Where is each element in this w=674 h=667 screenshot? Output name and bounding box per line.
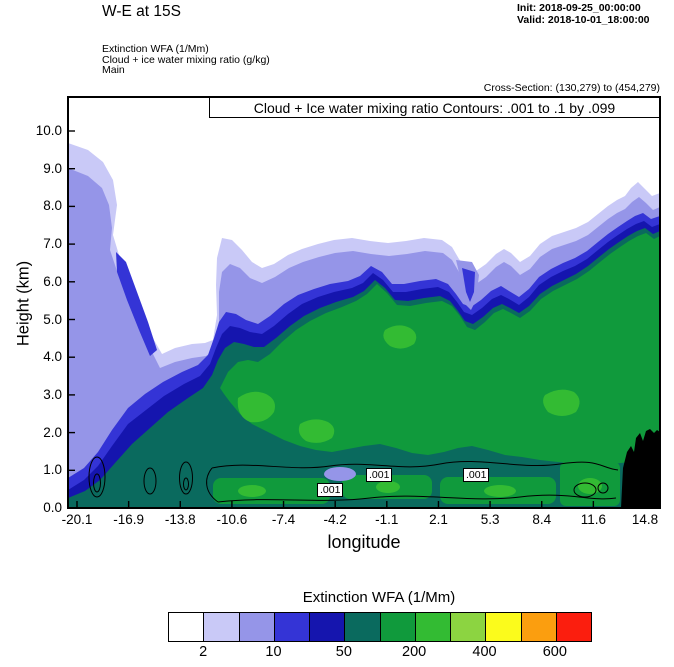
valid-time: Valid: 2018-10-01_18:00:00 <box>517 13 650 26</box>
cross-section-coords: Cross-Section: (130,279) to (454,279) <box>483 82 660 94</box>
fill-lowband-periwinkle-gap <box>324 467 356 481</box>
colorbar-tick-label: 200 <box>402 644 427 660</box>
y-tick-label: 1.0 <box>43 462 62 478</box>
colorbar-tick-label: 10 <box>265 644 282 660</box>
page-title: W-E at 15S <box>102 3 181 20</box>
terrain-silhouette <box>621 429 660 508</box>
colorbar-cell <box>344 613 380 641</box>
colorbar-cell <box>169 613 204 641</box>
y-tick-label: 5.0 <box>43 311 62 327</box>
colorbar-tick-label: 50 <box>335 644 352 660</box>
x-axis-title: longitude <box>327 532 401 552</box>
y-tick-label: 0.0 <box>43 500 62 515</box>
x-tick-label: 14.8 <box>631 512 659 527</box>
colorbar-cell <box>309 613 345 641</box>
fill-lowband-bright-2 <box>376 481 400 493</box>
y-tick-label: 9.0 <box>43 160 62 176</box>
y-axis-title: Height (km) <box>14 260 33 347</box>
x-tick-label: -16.9 <box>113 512 145 527</box>
colorbar-cell <box>520 613 556 641</box>
colorbar-tick-label: 2 <box>199 644 208 660</box>
field-line-mixing-ratio: Cloud + ice water mixing ratio (g/kg) <box>102 53 270 66</box>
colorbar-cell <box>238 613 274 641</box>
fill-patch-bright-green-4 <box>543 389 580 416</box>
fill-patch-bright-green-3 <box>383 325 417 349</box>
fill-patch-bright-green-1 <box>237 391 275 423</box>
x-tick-label: -13.8 <box>164 512 196 527</box>
fill-lowband-bright-3 <box>484 485 516 497</box>
fill-stripe-blue-left-plume <box>116 252 157 356</box>
y-tick-label: 2.0 <box>43 424 62 440</box>
y-tick-label: 4.0 <box>43 349 62 365</box>
colorbar-cell <box>203 613 239 641</box>
model-times: Init: 2018-09-25_00:00:00 Valid: 2018-10… <box>517 2 650 26</box>
colorbar-tick-label: 400 <box>472 644 497 660</box>
fill-lowband-bright-1 <box>238 485 266 497</box>
x-tick-label: 11.6 <box>580 512 606 527</box>
contour-line-label: .001 <box>366 468 393 482</box>
colorbar-cell <box>379 613 415 641</box>
contour-info-box: Cloud + Ice water mixing ratio Contours:… <box>209 97 660 118</box>
init-time: Init: 2018-09-25_00:00:00 <box>517 2 641 14</box>
y-tick-label: 6.0 <box>43 273 62 289</box>
axis-tick-marks <box>68 130 646 509</box>
colorbar-title: Extinction WFA (1/Mm) <box>302 589 456 606</box>
y-tick-label: 10.0 <box>35 123 62 138</box>
fill-lowband-green-1 <box>213 478 330 504</box>
colorbar-cell <box>485 613 521 641</box>
colorbar-tick-label: 600 <box>542 644 567 660</box>
colorbar-cell <box>450 613 486 641</box>
fill-patch-bright-green-2 <box>298 419 335 443</box>
filled-contour-layers <box>68 143 660 508</box>
mixing-ratio-contour-lines <box>88 456 619 503</box>
colorbar-cell <box>555 613 591 641</box>
field-line-extinction: Extinction WFA (1/Mm) <box>102 43 209 55</box>
colorbar <box>168 612 592 642</box>
y-tick-label: 3.0 <box>43 386 62 402</box>
y-tick-label: 7.0 <box>43 236 62 252</box>
colorbar-cell <box>414 613 450 641</box>
x-tick-label: 5.3 <box>480 512 500 527</box>
contour-line-label: .001 <box>463 468 490 482</box>
x-tick-label: -20.1 <box>61 512 93 527</box>
x-tick-label: -7.4 <box>271 512 296 527</box>
colorbar-cell <box>273 613 309 641</box>
x-tick-label: -1.1 <box>375 512 399 527</box>
fill-notch-blue <box>462 268 475 302</box>
contour-line-label: .001 <box>317 483 344 497</box>
field-line-domain: Main <box>102 64 125 76</box>
x-tick-label: -10.6 <box>216 512 248 527</box>
y-tick-label: 8.0 <box>43 198 62 214</box>
x-tick-label: 2.1 <box>429 512 448 527</box>
x-tick-label: 8.4 <box>532 512 552 527</box>
field-description: Extinction WFA (1/Mm) Cloud + ice water … <box>102 44 270 76</box>
x-tick-label: -4.2 <box>323 512 347 527</box>
